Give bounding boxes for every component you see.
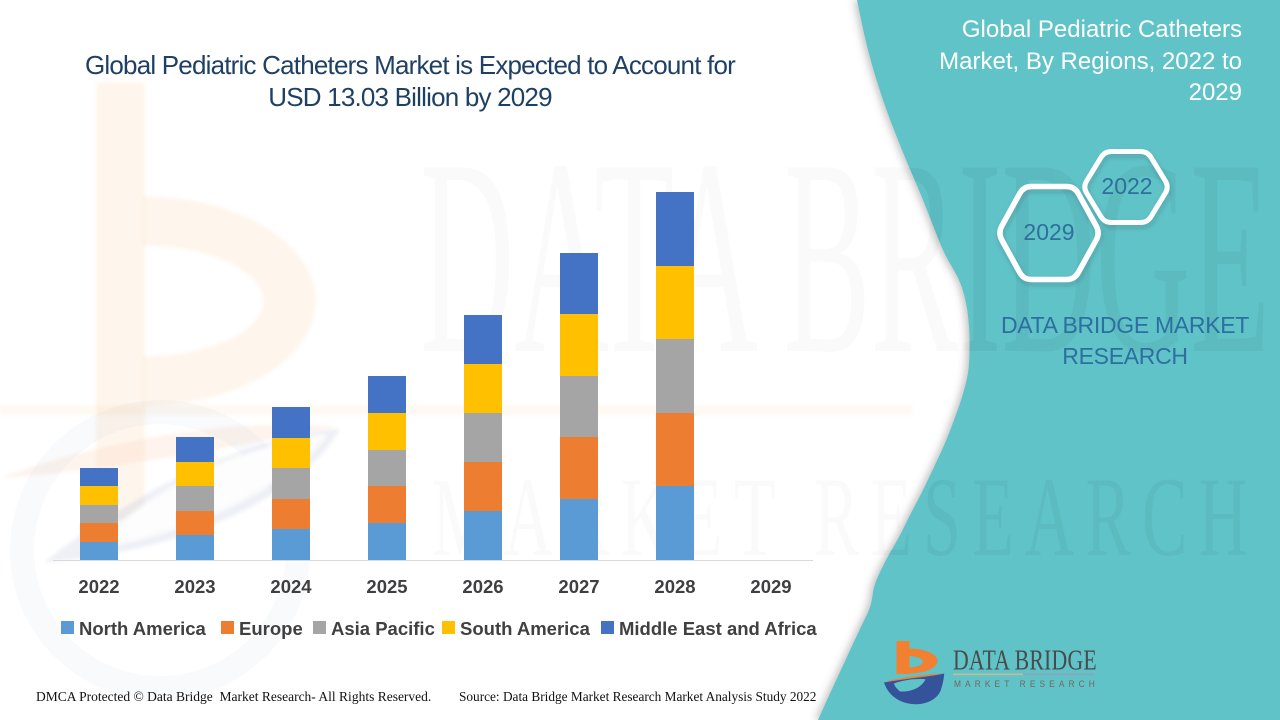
svg-text:2029: 2029 [1023,219,1074,245]
svg-text:2022: 2022 [1101,173,1152,199]
svg-text:MARKET RESEARCH: MARKET RESEARCH [954,679,1099,689]
svg-text:DATA BRIDGE: DATA BRIDGE [953,643,1097,676]
